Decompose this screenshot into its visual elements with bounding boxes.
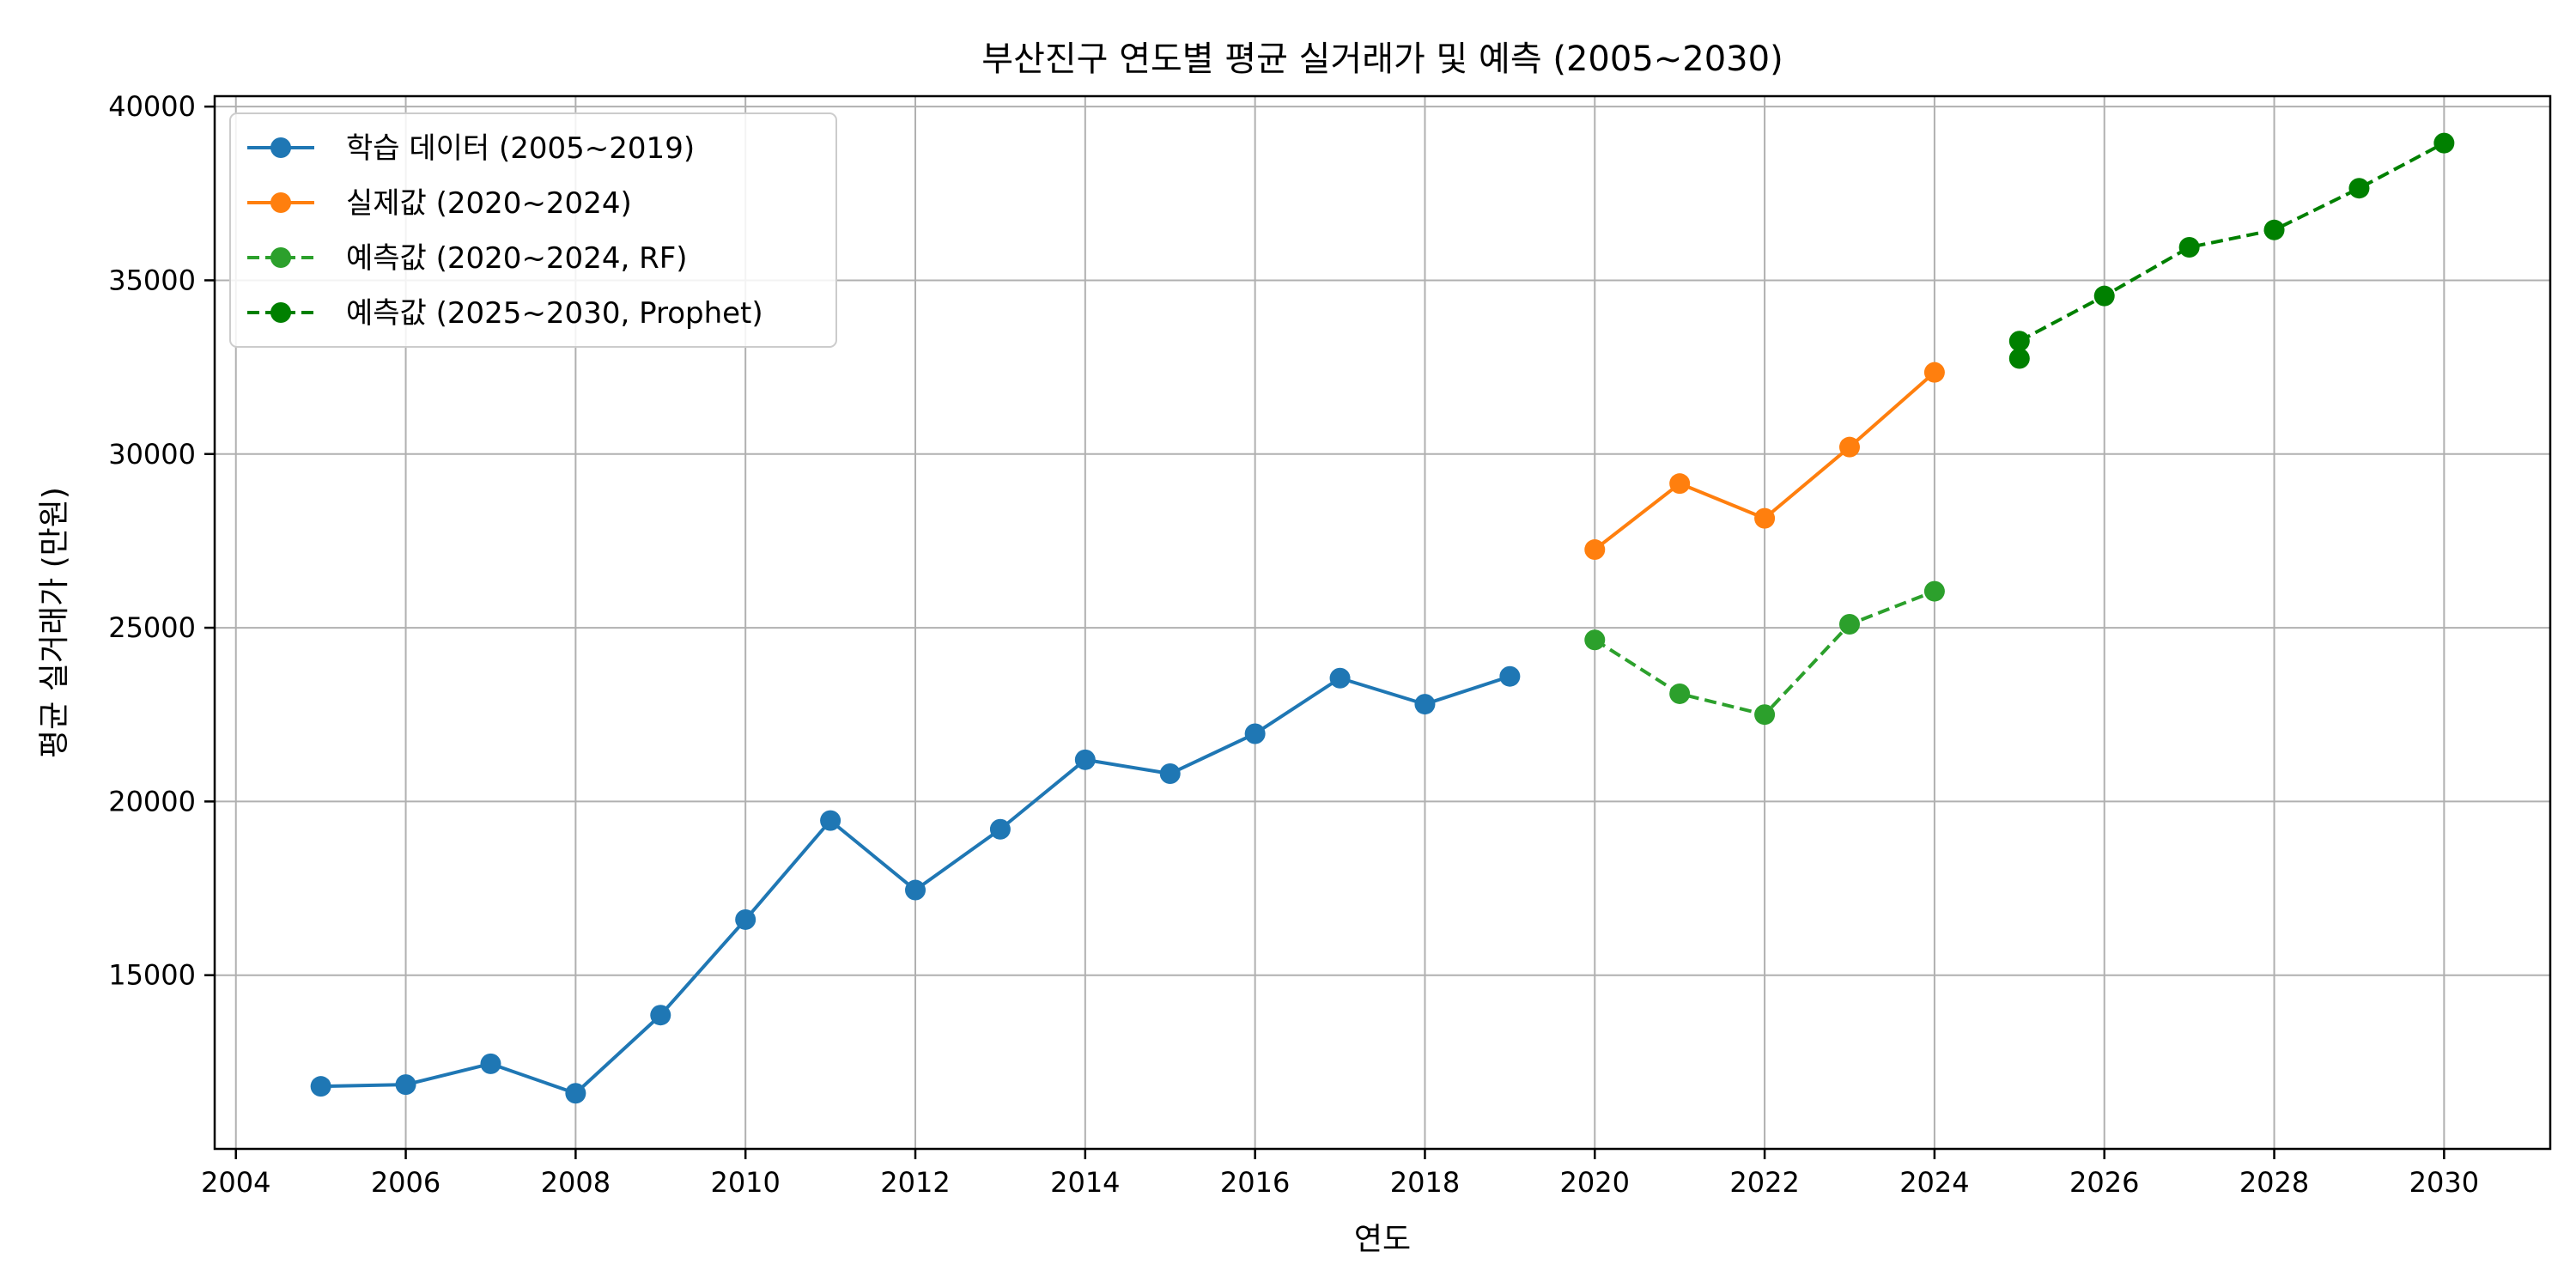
legend-box [229,112,837,348]
plot-frame [213,94,2552,1151]
y-tick-label: 15000 [108,959,196,992]
legend-item: 학습 데이터 (2005~2019) [247,131,695,166]
x-tick-label: 2030 [2409,1166,2479,1199]
legend-item: 예측값 (2020~2024, RF) [247,241,688,276]
x-tick-label: 2028 [2239,1166,2309,1199]
legend-label: 실제값 (2020~2024) [346,186,632,221]
series-4 [2008,132,2455,352]
data-point [1159,763,1181,785]
data-point [1839,614,1860,635]
data-point [2178,237,2200,258]
x-tick-label: 2018 [1390,1166,1460,1199]
x-tick-label: 2006 [371,1166,440,1199]
legend: 학습 데이터 (2005~2019) 실제값 (2020~2024) 예측값 (20… [229,112,837,348]
data-point [989,818,1011,840]
x-tick-label: 2024 [1899,1166,1969,1199]
x-tick-label: 2012 [880,1166,950,1199]
data-point [1329,667,1351,689]
y-tick-label: 25000 [108,611,196,644]
data-point [2433,132,2455,154]
legend-label: 학습 데이터 (2005~2019) [346,131,695,166]
tick-layer: 2004 2006 2008 2010 2012 2014 2016 2018 2020 2022… [108,90,2479,1199]
data-point [1414,694,1436,715]
series-line [2018,141,2445,343]
data-point [1499,665,1521,687]
y-tick-label: 20000 [108,785,196,817]
data-point [1754,507,1776,529]
x-tick-label: 2010 [710,1166,780,1199]
data-point [905,879,926,901]
legend-marker [270,247,291,268]
data-point [820,810,841,831]
x-axis-label: 연도 [1354,1222,1411,1257]
data-point [2093,285,2115,307]
legend-label: 예측값 (2025~2030, Prophet) [346,296,763,331]
data-point [1669,473,1691,495]
x-tick-label: 2020 [1560,1166,1630,1199]
x-tick-label: 2026 [2069,1166,2139,1199]
data-point [2263,219,2285,240]
data-point [2008,348,2030,369]
data-point [1923,361,1945,383]
y-axis-label: 평균 실거래가 (만원) [37,487,72,758]
x-tick-label: 2014 [1050,1166,1120,1199]
legend-marker [270,137,291,158]
legend-label: 예측값 (2020~2024, RF) [346,241,688,276]
series-layer [310,132,2455,1104]
legend-item: 예측값 (2025~2030, Prophet) [247,296,763,331]
x-tick-label: 2016 [1220,1166,1290,1199]
data-point [1923,580,1945,602]
y-tick-label: 40000 [108,90,196,123]
data-point [395,1074,416,1096]
data-point [1074,749,1096,770]
data-point [1839,436,1860,458]
chart-title: 부산진구 연도별 평균 실거래가 및 예측 (2005~2030) [981,39,1783,79]
series-3 [1584,580,1945,726]
data-point [1584,629,1606,651]
series-1 [310,665,1521,1104]
data-point [1584,539,1606,561]
legend-marker [270,192,291,213]
data-point [735,908,756,930]
legend-marker [270,302,291,323]
data-point [2348,178,2370,199]
data-point [565,1083,586,1104]
x-tick-label: 2008 [541,1166,611,1199]
legend-item: 실제값 (2020~2024) [247,186,632,221]
x-tick-label: 2022 [1729,1166,1799,1199]
data-point [1669,683,1691,704]
data-point [480,1053,501,1074]
data-point [1244,723,1266,744]
data-point [1754,704,1776,726]
series-2 [1584,361,1945,561]
data-point [310,1076,331,1097]
x-tick-label: 2004 [201,1166,270,1199]
data-point [2008,331,2030,352]
data-point [650,1005,671,1026]
y-tick-label: 30000 [108,438,196,471]
y-tick-label: 35000 [108,264,196,296]
